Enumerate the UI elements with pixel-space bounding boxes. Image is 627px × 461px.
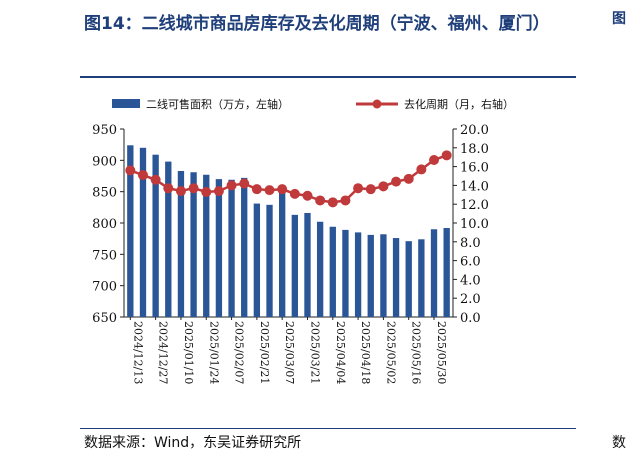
line-point [340,195,351,206]
legend-bar-swatch [112,99,140,108]
bar [443,228,450,317]
line-point [289,188,300,199]
bar [253,203,261,317]
line-point [365,184,376,195]
x-tick-label: 2025/01/24 [207,321,220,384]
legend-bar-label: 二线可售面积（万方，左轴） [146,97,289,111]
bar [367,234,374,317]
line-point [429,155,440,166]
legend-line-marker [372,99,382,109]
x-tick-label: 2025/03/07 [283,321,296,384]
bar [241,177,248,317]
chart-title: 图14：二线城市商品房库存及去化周期（宁波、福州、厦门） [84,14,550,34]
line-point [175,186,186,197]
y-right-tick-label: 16.0 [460,161,489,176]
line-point [150,174,161,185]
line-point [302,190,313,201]
y-right-tick-label: 20.0 [460,123,489,138]
line-point [391,176,402,187]
line-point [239,178,250,189]
line-point [315,195,326,206]
y-right-tick-label: 14.0 [460,179,489,194]
title-divider [80,76,576,78]
plot-area: 950 900 850 800 750 700 650 20.0 18.0 16.0 14.0 12.… [92,123,489,384]
line-point [163,183,174,194]
y-right-tick-label: 18.0 [460,142,489,157]
y-right-tick-label: 10.0 [460,217,489,232]
line-point [188,183,199,194]
line-point [137,170,148,181]
y-right-tick-label: 2.0 [460,292,481,307]
bar [165,161,172,317]
line-point [277,184,288,195]
y-right-tick-label: 6.0 [460,255,481,270]
bar [228,179,235,317]
bar [380,234,387,317]
line-point [251,184,262,195]
bar [190,172,197,317]
x-tick-label: 2025/04/04 [334,321,347,384]
y-right-tick-label: 12.0 [460,198,489,213]
x-tick-label: 2025/05/16 [410,321,423,384]
y-left-tick-label: 750 [92,248,117,263]
y-left-tick-label: 700 [92,280,117,295]
x-tick-label: 2025/02/21 [258,321,271,384]
bar [405,241,412,317]
bar [152,154,159,317]
x-tick-label: 2025/03/21 [308,321,321,384]
bar [354,232,362,317]
line-point [226,180,237,191]
bar [266,204,273,317]
bar [127,145,134,317]
bar [279,186,286,317]
line-point [125,165,136,176]
line-point [201,186,212,197]
x-tick-label: 2025/02/07 [233,321,246,384]
line-point [213,186,224,197]
bar [329,226,336,317]
legend: 二线可售面积（万方，左轴） 去化周期（月，右轴） [112,97,514,111]
y-left-tick-label: 650 [92,311,117,326]
y-right-tick-label: 4.0 [460,273,481,288]
line-point [353,183,364,194]
bar [304,212,311,317]
bar [291,214,298,317]
line-point [416,164,427,175]
y-right-tick-label: 0.0 [460,311,481,326]
line-point [327,197,338,208]
bar [418,239,425,317]
y-left-tick-label: 900 [92,154,117,169]
line-point [378,181,389,192]
bar [139,147,147,317]
x-tick-label: 2025/04/18 [359,321,372,384]
y-left-tick-label: 950 [92,123,117,138]
x-tick-label: 2025/01/10 [182,321,195,384]
y-left-tick-label: 800 [92,217,117,232]
data-source: 数据来源：Wind，东吴证券研究所 [84,435,302,451]
x-tick-label: 2024/12/27 [157,321,170,384]
bar [316,221,324,317]
line-point [264,185,275,196]
line-point [441,150,452,161]
bar [177,170,185,317]
bar [215,179,223,317]
bar [430,229,438,317]
source-divider [80,428,576,429]
x-tick-label: 2025/05/02 [384,321,397,384]
y-left-tick-label: 850 [92,186,117,201]
x-tick-label: 2024/12/13 [131,321,144,384]
bar [203,174,210,317]
x-tick-label: 2025/05/30 [435,321,448,384]
cropped-neighbor-title: 图 [612,11,626,27]
cropped-neighbor-source: 数 [612,435,626,451]
bar [342,229,349,317]
line-point [403,173,414,184]
y-right-tick-label: 8.0 [460,236,481,251]
legend-line-label: 去化周期（月，右轴） [404,97,514,111]
bar [392,238,400,317]
